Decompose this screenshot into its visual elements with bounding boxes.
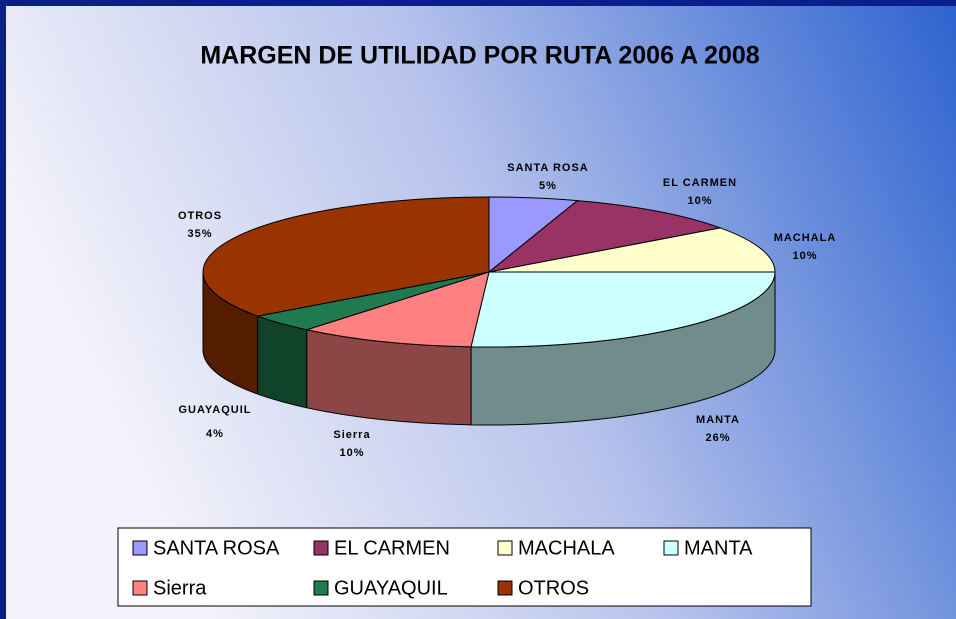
legend-label: SANTA ROSA bbox=[153, 537, 280, 559]
legend-label: GUAYAQUIL bbox=[334, 577, 448, 599]
data-label-value: 10% bbox=[792, 250, 817, 262]
legend-label: EL CARMEN bbox=[334, 537, 450, 559]
legend-label: MANTA bbox=[684, 537, 753, 559]
data-label-value: 26% bbox=[705, 432, 730, 444]
legend-label: Sierra bbox=[153, 577, 207, 599]
pie-slice bbox=[488, 227, 776, 273]
data-label-name: MACHALA bbox=[774, 232, 837, 244]
data-label-name: MANTA bbox=[696, 414, 740, 426]
legend-swatch bbox=[313, 540, 329, 556]
data-label-value: 10% bbox=[687, 195, 712, 207]
pie-slice bbox=[304, 271, 490, 348]
data-label-name: SANTA ROSA bbox=[507, 162, 589, 174]
chart-title: MARGEN DE UTILIDAD POR RUTA 2006 A 2008 bbox=[200, 42, 759, 70]
legend-swatch bbox=[663, 540, 679, 556]
legend-label: MACHALA bbox=[518, 537, 615, 559]
legend-swatch bbox=[313, 580, 329, 596]
pie-slice bbox=[202, 196, 490, 317]
pie-side bbox=[257, 315, 308, 409]
data-label-value: 4% bbox=[206, 428, 224, 440]
data-label-value: 5% bbox=[539, 180, 557, 192]
legend-swatch bbox=[132, 540, 148, 556]
legend-swatch bbox=[497, 540, 513, 556]
data-label-value: 10% bbox=[339, 447, 364, 459]
data-label-name: OTROS bbox=[178, 210, 222, 222]
data-label-value: 35% bbox=[187, 228, 212, 240]
legend-swatch bbox=[497, 580, 513, 596]
legend-box bbox=[117, 527, 812, 607]
legend-swatch bbox=[132, 580, 148, 596]
data-label-name: EL CARMEN bbox=[663, 177, 737, 189]
pie-slice bbox=[488, 200, 723, 273]
data-label-name: Sierra bbox=[333, 429, 370, 441]
legend-label: OTROS bbox=[518, 577, 589, 599]
pie-slice bbox=[470, 271, 776, 348]
data-label-name: GUAYAQUIL bbox=[179, 404, 252, 416]
